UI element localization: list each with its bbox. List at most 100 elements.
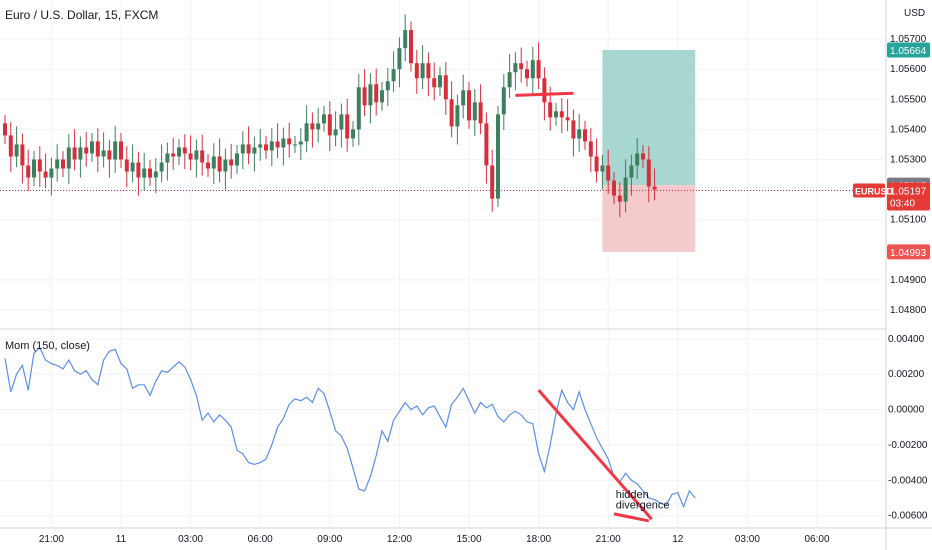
candle-body	[548, 102, 553, 118]
candle-body	[333, 129, 338, 136]
candle-body	[177, 147, 181, 157]
stop-loss-label: 1.04993	[890, 248, 927, 259]
candle-body	[530, 60, 535, 79]
momentum-tick-label: 0.00000	[888, 405, 925, 416]
last-price-label: 1.05197	[890, 186, 927, 197]
candle-body	[368, 84, 373, 106]
candle-body	[536, 60, 541, 79]
time-tick-label: 12:00	[387, 534, 412, 545]
candle-body	[490, 165, 495, 199]
candle-body	[148, 168, 152, 178]
candle-body	[72, 147, 77, 160]
candle-body	[136, 162, 141, 178]
candle-body	[327, 114, 332, 136]
candle-body	[281, 138, 286, 148]
time-tick-label: 21:00	[596, 534, 621, 545]
candle-body	[617, 195, 622, 202]
momentum-tick-label: -0.00400	[888, 475, 928, 486]
momentum-tick-label: -0.00200	[888, 440, 928, 451]
candle-body	[171, 153, 176, 157]
candle-body	[403, 30, 408, 49]
time-tick-label: 06:00	[804, 534, 829, 545]
candle-body	[484, 123, 489, 166]
candle-body	[182, 147, 187, 154]
price-tick-label: 1.05700	[890, 34, 927, 45]
candle-body	[322, 114, 326, 124]
candle-body	[519, 63, 524, 70]
time-axis-ticks: 21:00 11 03:00 06:00 09:00 12:00 15:00 18:00 21:…	[39, 534, 830, 545]
candle-body	[246, 144, 251, 154]
price-tick-label: 1.05500	[890, 94, 927, 105]
price-axis[interactable]	[886, 0, 932, 550]
candle-body	[588, 141, 593, 157]
candle-body	[501, 87, 506, 115]
take-profit-label-bg	[887, 42, 930, 58]
candle-body	[229, 159, 234, 166]
time-tick-label: 03:00	[178, 534, 203, 545]
currency-label[interactable]: USD	[904, 8, 925, 19]
candle-body	[275, 141, 280, 148]
price-tick-label: 1.04800	[890, 305, 927, 316]
candle-body	[101, 150, 106, 157]
candle-body	[414, 63, 419, 79]
resistance-drawing[interactable]	[515, 91, 574, 97]
indicator-title[interactable]: Mom (150, close)	[5, 340, 90, 352]
symbol-tag: EURUSD	[855, 186, 894, 196]
divergence-annotation-line2[interactable]: divergence	[616, 500, 670, 512]
price-tick-label: 1.04900	[890, 275, 927, 286]
candle-body	[438, 75, 442, 88]
time-tick-label: 15:00	[456, 534, 481, 545]
candle-body	[61, 159, 65, 169]
candle-body	[217, 156, 222, 172]
candle-body	[652, 186, 657, 190]
countdown-label: 03:40	[890, 198, 915, 209]
candle-body	[374, 84, 379, 103]
time-tick-label: 06:00	[248, 534, 273, 545]
grid	[0, 0, 884, 528]
candle-body	[409, 30, 413, 64]
candle-body	[496, 114, 500, 199]
candle-body	[194, 150, 199, 160]
divergence-trendline-low[interactable]	[613, 512, 650, 523]
candle-body	[287, 138, 292, 145]
divergence-annotation[interactable]: hidden	[616, 489, 649, 501]
time-tick-label: 18:00	[526, 534, 551, 545]
candle-body	[119, 141, 123, 160]
candle-body	[641, 153, 645, 160]
candle-body	[26, 165, 31, 178]
candle-body	[211, 156, 216, 169]
candle-body	[223, 159, 228, 172]
candle-body	[380, 90, 384, 103]
candle-body	[646, 159, 651, 187]
candle-body	[513, 63, 518, 73]
candle-body	[426, 63, 431, 79]
candle-body	[432, 78, 437, 88]
momentum-line	[4, 346, 696, 509]
symbol-title[interactable]: Euro / U.S. Dollar, 15, FXCM	[5, 8, 158, 22]
candle-body	[165, 153, 170, 163]
candle-body	[362, 87, 367, 106]
candle-body	[113, 141, 118, 160]
candle-body	[43, 171, 48, 178]
candle-body	[559, 111, 564, 118]
candle-body	[635, 153, 640, 166]
candles	[3, 14, 657, 218]
candle-body	[397, 48, 402, 70]
candle-body	[345, 114, 350, 139]
candle-body	[612, 180, 616, 196]
candle-body	[188, 153, 193, 160]
candle-body	[600, 165, 605, 172]
candle-body	[14, 144, 19, 157]
time-tick-label: 21:00	[39, 534, 64, 545]
candle-body	[339, 114, 344, 130]
candle-body	[571, 120, 576, 139]
candle-body	[107, 150, 112, 160]
candle-body	[258, 144, 263, 148]
candle-body	[554, 111, 558, 118]
price-tick-label: 1.05400	[890, 124, 927, 135]
divergence-trendline-momentum[interactable]	[537, 389, 653, 521]
price-tick-label: 1.05300	[890, 154, 927, 165]
momentum-tick-label: -0.00600	[888, 511, 928, 522]
price-axis-ticks: 1.05700 1.05600 1.05500 1.05400 1.05300 1.051…	[890, 34, 927, 316]
